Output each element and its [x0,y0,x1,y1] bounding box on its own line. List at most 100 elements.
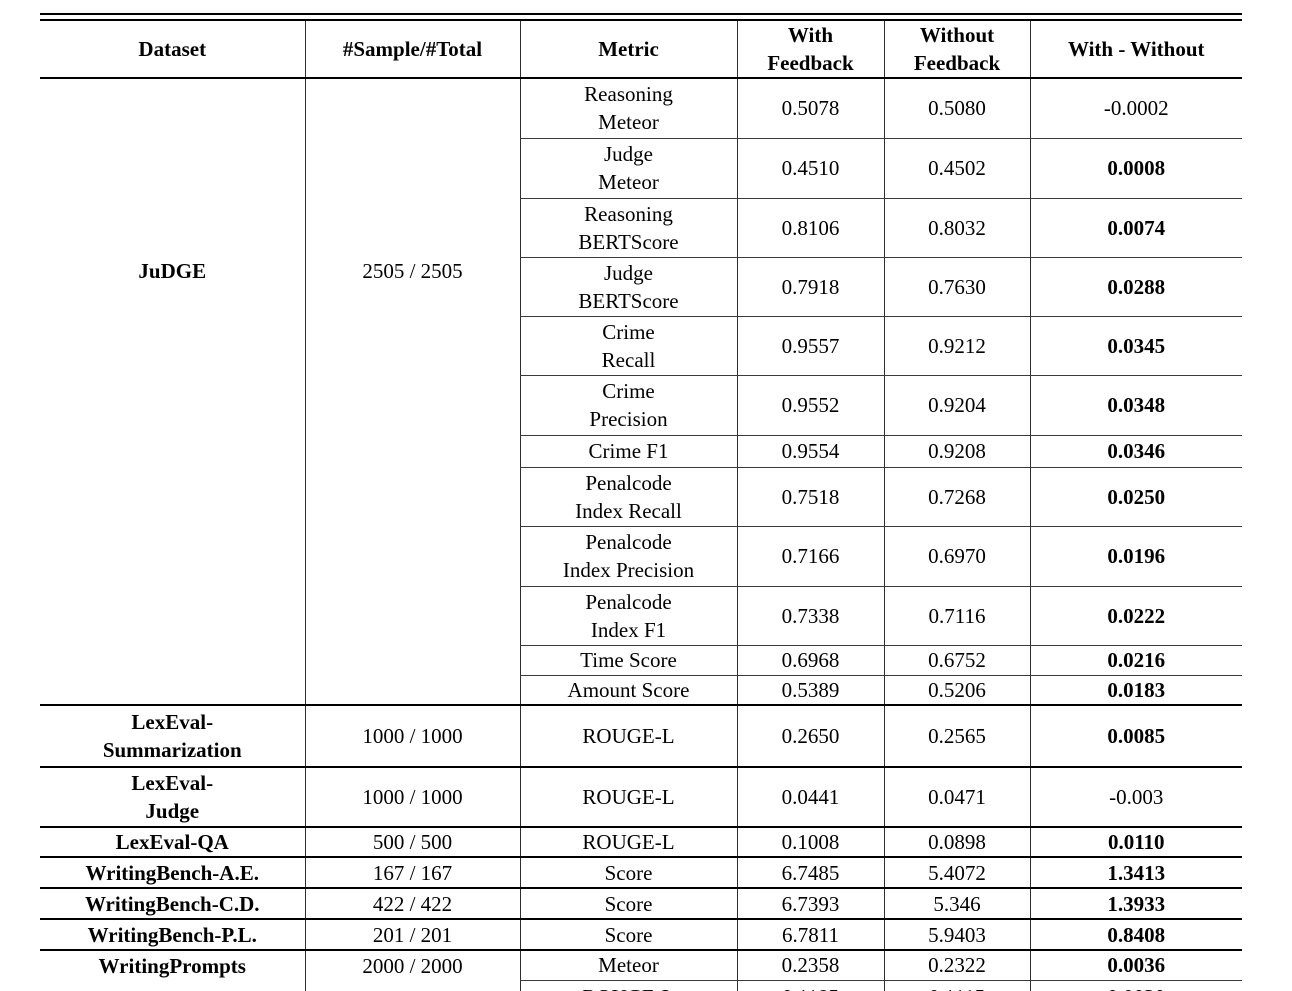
without-feedback-value: 5.9403 [883,919,1030,950]
without-feedback-value: 0.6752 [883,645,1030,676]
metric-cell: Meteor [519,950,737,981]
with-feedback-value: 0.7166 [736,526,884,587]
metric-cell: ROUGE-L [519,980,737,991]
diff-value: 0.0345 [1029,316,1242,376]
without-feedback-value: 0.4502 [883,138,1030,199]
metric-cell: Score [519,888,737,919]
table-row: WritingPrompts 2000 / 2000 Meteor 0.2358… [40,950,1242,991]
dataset-cell: WritingBench-A.E. [85,860,259,885]
header-row: Dataset #Sample/#Total Metric With Feedb… [40,20,1242,78]
dataset-cell: LexEval- Judge [131,771,214,823]
diff-value: -0.003 [1029,767,1242,827]
diff-value: 0.0222 [1029,586,1242,646]
sample-total-cell: 201 / 201 [304,919,520,950]
metric-cell: Reasoning BERTScore [519,198,737,258]
group-writingbench-pl: WritingBench-P.L. 201 / 201 Score 6.7811… [40,919,1242,950]
with-feedback-value: 0.7518 [736,467,884,527]
with-feedback-value: 0.8106 [736,198,884,258]
metric-cell: ROUGE-L [519,705,737,767]
without-feedback-value: 0.7268 [883,467,1030,527]
with-feedback-value: 0.6968 [736,645,884,676]
col-header-with-feedback: With Feedback [736,20,884,78]
dataset-cell: WritingBench-C.D. [84,891,260,916]
without-feedback-value: 5.4072 [883,857,1030,888]
with-feedback-value: 0.9552 [736,375,884,436]
table-header: Dataset #Sample/#Total Metric With Feedb… [40,20,1242,78]
sample-total-cell: 422 / 422 [304,888,520,919]
col-header-sample-total: #Sample/#Total [304,20,520,78]
metric-cell: Penalcode Index F1 [519,586,737,646]
sample-total-cell: 1000 / 1000 [304,767,520,827]
metric-cell: Time Score [519,645,737,676]
dataset-cell: WritingPrompts [40,950,305,991]
without-feedback-value: 0.0898 [883,827,1030,857]
diff-value: 0.0288 [1029,257,1242,317]
metric-cell: Crime Precision [519,375,737,436]
without-feedback-value: 0.7116 [883,586,1030,646]
dataset-cell: LexEval-QA [115,830,229,854]
without-feedback-value: 0.7630 [883,257,1030,317]
table-row: WritingBench-A.E. 167 / 167 Score 6.7485… [40,857,1242,888]
diff-value: 0.0008 [1029,138,1242,199]
table-row: Judge BERTScore 0.7918 0.7630 0.0288 [40,257,1242,317]
diff-value: 0.0196 [1029,526,1242,587]
table-row: WritingBench-P.L. 201 / 201 Score 6.7811… [40,919,1242,950]
table-row: WritingBench-C.D. 422 / 422 Score 6.7393… [40,888,1242,919]
without-feedback-value: 0.8032 [883,198,1030,258]
table-row: Time Score 0.6968 0.6752 0.0216 [40,645,1242,676]
dataset-cell: JuDGE [40,78,305,706]
without-feedback-value: 0.2565 [883,705,1030,767]
group-lexeval-judge: LexEval- Judge 1000 / 1000 ROUGE-L 0.044… [40,767,1242,827]
sample-total-cell: 500 / 500 [304,827,520,857]
diff-value: 0.0085 [1029,705,1242,767]
without-feedback-value: 0.5206 [883,675,1030,705]
table-row: LexEval-QA 500 / 500 ROUGE-L 0.1008 0.08… [40,827,1242,857]
metric-cell: Penalcode Index Recall [519,467,737,527]
metric-cell: ROUGE-L [519,827,737,857]
table-row: LexEval- Judge 1000 / 1000 ROUGE-L 0.044… [40,767,1242,827]
diff-value: 0.0250 [1029,467,1242,527]
with-feedback-value: 0.2358 [736,950,884,981]
group-writingbench-cd: WritingBench-C.D. 422 / 422 Score 6.7393… [40,888,1242,919]
metric-cell: Score [519,919,737,950]
with-feedback-value: 0.7918 [736,257,884,317]
with-feedback-value: 0.7338 [736,586,884,646]
col-header-metric: Metric [519,20,737,78]
table-row: Crime F1 0.9554 0.9208 0.0346 [40,435,1242,468]
table-row: ROUGE-L 0.1185 0.1115 0.0030 [40,980,1242,991]
diff-value: 1.3413 [1029,857,1242,888]
without-feedback-value: 0.6970 [883,526,1030,587]
metric-cell: Judge Meteor [519,138,737,199]
group-lexeval-summarization: LexEval- Summarization 1000 / 1000 ROUGE… [40,705,1242,767]
without-feedback-value: 0.2322 [883,950,1030,981]
group-lexeval-qa: LexEval-QA 500 / 500 ROUGE-L 0.1008 0.08… [40,827,1242,857]
group-writingbench-ae: WritingBench-A.E. 167 / 167 Score 6.7485… [40,857,1242,888]
dataset-cell: LexEval- Summarization [102,710,242,762]
without-feedback-value: 5.346 [883,888,1030,919]
without-feedback-value: 0.0471 [883,767,1030,827]
diff-value: 0.8408 [1029,919,1242,950]
group-judge: JuDGE 2505 / 2505 Reasoning Meteor 0.507… [40,78,1242,706]
metric-cell: Reasoning Meteor [519,78,737,139]
without-feedback-value: 0.9208 [883,435,1030,468]
results-table: Dataset #Sample/#Total Metric With Feedb… [40,19,1242,991]
diff-value: -0.0002 [1029,78,1242,139]
metric-cell: Amount Score [519,675,737,705]
table-row: Penalcode Index Recall 0.7518 0.7268 0.0… [40,467,1242,527]
diff-value: 0.0216 [1029,645,1242,676]
table-row: Penalcode Index F1 0.7338 0.7116 0.0222 [40,586,1242,646]
sample-total-cell: 167 / 167 [304,857,520,888]
with-feedback-value: 0.1008 [736,827,884,857]
without-feedback-value: 0.9212 [883,316,1030,376]
sample-total-cell: 1000 / 1000 [304,705,520,767]
table-row: LexEval- Summarization 1000 / 1000 ROUGE… [40,705,1242,767]
with-feedback-value: 0.1185 [736,980,884,991]
without-feedback-value: 0.9204 [883,375,1030,436]
group-writingprompts: WritingPrompts 2000 / 2000 Meteor 0.2358… [40,950,1242,991]
col-header-dataset: Dataset [138,37,207,61]
diff-value: 1.3933 [1029,888,1242,919]
metric-cell: Judge BERTScore [519,257,737,317]
with-feedback-value: 6.7393 [736,888,884,919]
diff-value: 0.0036 [1029,950,1242,981]
